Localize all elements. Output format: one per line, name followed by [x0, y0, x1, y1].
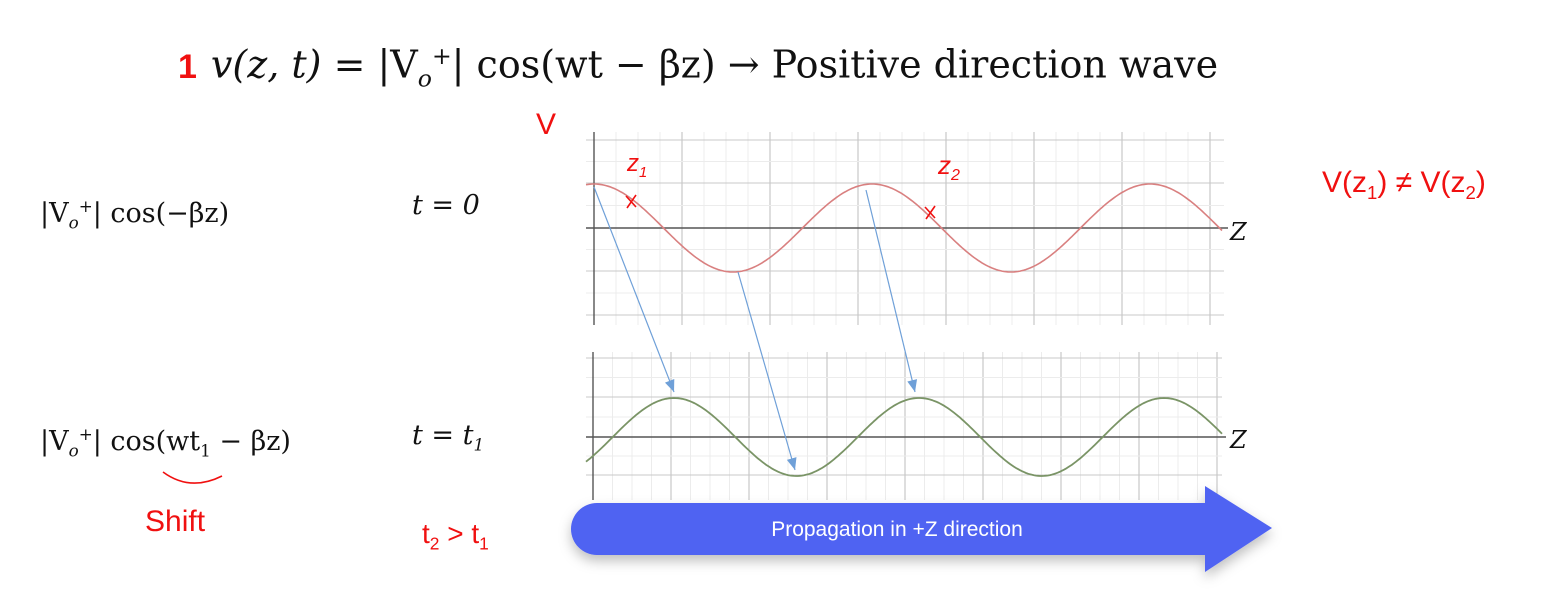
time-t1: t = t1: [412, 420, 485, 455]
axis-label-v: V: [536, 108, 557, 141]
wave-t1: [585, 397, 1223, 477]
shift-arrows: [593, 186, 918, 471]
time-t0: t = 0: [412, 190, 480, 221]
shift-arrow: [865, 189, 916, 393]
shift-arrow-head: [786, 457, 797, 470]
axis-label-z-top: Z: [1230, 218, 1247, 246]
inequality-note: V(z1) ≠ V(z2): [1322, 166, 1486, 203]
equation-t0: |Vo+| cos(−βz): [40, 196, 230, 233]
propagation-arrow: [571, 486, 1272, 572]
slide-number: 1: [178, 47, 197, 86]
shift-arrow-head: [907, 379, 918, 392]
page-title: 1 v(z, t) = |Vo+| cos(wt − βz) → Positive…: [178, 42, 1219, 93]
label-z1: z1: [627, 150, 648, 181]
shift-arrow: [737, 271, 796, 471]
time-comparison: t2 > t1: [422, 518, 489, 554]
axis-label-z-bottom: Z: [1230, 426, 1247, 454]
equation-t1: |Vo+| cos(wt1 − βz): [40, 424, 291, 461]
marker-z2: [924, 205, 936, 220]
marker-z1: [625, 194, 637, 209]
shift-label: Shift: [145, 505, 206, 538]
grid-top: [586, 132, 1228, 325]
label-z2: z2: [938, 150, 960, 185]
wave-t0: [585, 183, 1223, 273]
grid-bottom: [586, 352, 1226, 500]
propagation-label: Propagation in +Z direction: [771, 518, 1023, 541]
shift-arrow: [593, 186, 675, 393]
shift-arrow-head: [664, 379, 675, 392]
